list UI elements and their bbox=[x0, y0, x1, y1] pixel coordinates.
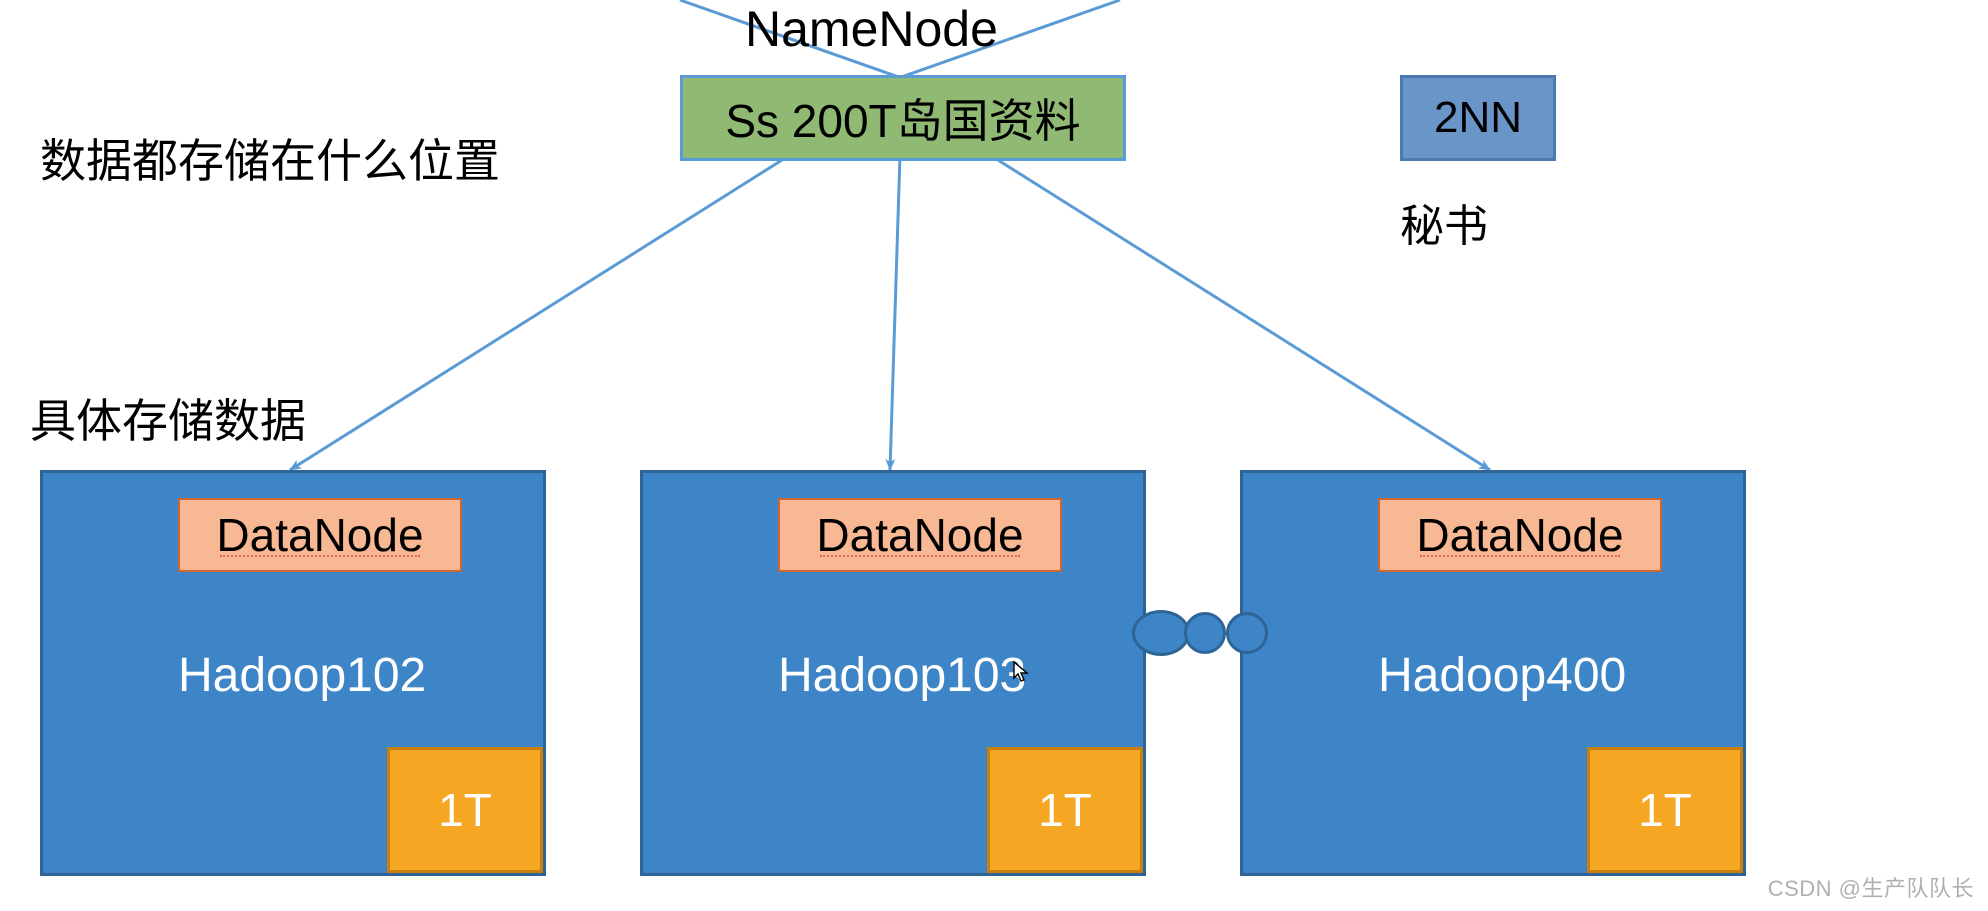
datanode-badge: DataNode bbox=[1378, 498, 1662, 572]
datanode-box: DataNode Hadoop103 1T bbox=[640, 470, 1146, 876]
ellipsis-dot bbox=[1132, 610, 1190, 656]
datanode-badge: DataNode bbox=[778, 498, 1062, 572]
secondary-namenode-sublabel: 秘书 bbox=[1400, 190, 1488, 254]
datanode-host-label: Hadoop102 bbox=[178, 648, 426, 703]
datanode-badge-label: DataNode bbox=[816, 508, 1023, 562]
datanode-badge: DataNode bbox=[178, 498, 462, 572]
datanode-box: DataNode Hadoop102 1T bbox=[40, 470, 546, 876]
annotation-storage-location: 数据都存储在什么位置 bbox=[40, 125, 500, 191]
annotation-storage-data: 具体存储数据 bbox=[30, 385, 306, 451]
namenode-title: NameNode bbox=[745, 0, 998, 58]
datanode-badge-label: DataNode bbox=[1416, 508, 1623, 562]
namenode-label: Ss 200T岛国资料 bbox=[725, 85, 1080, 151]
ellipsis-dot bbox=[1184, 612, 1226, 654]
secondary-namenode-box: 2NN bbox=[1400, 75, 1556, 161]
diagram-stage: NameNode Ss 200T岛国资料 数据都存储在什么位置 具体存储数据 2… bbox=[0, 0, 1988, 911]
namenode-box: Ss 200T岛国资料 bbox=[680, 75, 1126, 161]
datanode-host-label: Hadoop400 bbox=[1378, 648, 1626, 703]
secondary-namenode-label: 2NN bbox=[1434, 93, 1522, 143]
datanode-storage-box: 1T bbox=[387, 747, 543, 873]
datanode-storage-box: 1T bbox=[1587, 747, 1743, 873]
ellipsis-dot bbox=[1226, 612, 1268, 654]
datanode-badge-label: DataNode bbox=[216, 508, 423, 562]
datanode-storage-box: 1T bbox=[987, 747, 1143, 873]
datanode-box: DataNode Hadoop400 1T bbox=[1240, 470, 1746, 876]
datanode-host-label: Hadoop103 bbox=[778, 648, 1026, 703]
watermark-text: CSDN @生产队队长 bbox=[1768, 871, 1974, 903]
